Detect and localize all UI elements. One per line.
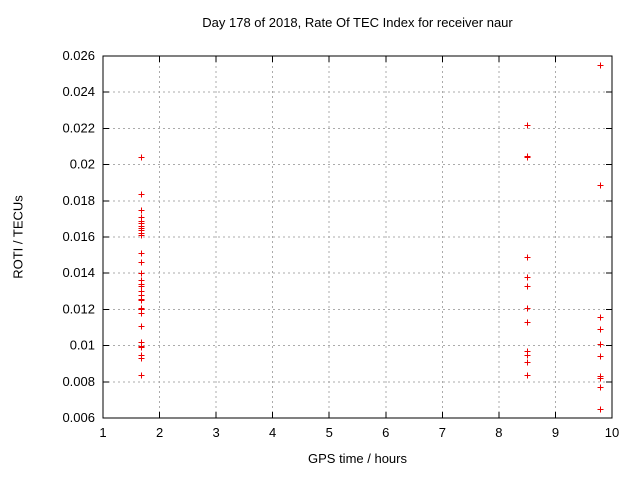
y-tick-label: 0.016 bbox=[62, 229, 95, 244]
data-point-marker bbox=[524, 122, 531, 129]
data-point-marker bbox=[138, 191, 145, 198]
data-point-marker bbox=[597, 326, 604, 333]
data-point-marker bbox=[138, 250, 145, 257]
data-point-marker bbox=[138, 207, 145, 214]
x-tick-label: 3 bbox=[212, 425, 219, 440]
data-point-marker bbox=[524, 254, 531, 261]
data-point-marker bbox=[597, 406, 604, 413]
x-tick-label: 7 bbox=[439, 425, 446, 440]
x-tick-label: 2 bbox=[156, 425, 163, 440]
data-point-marker bbox=[524, 274, 531, 281]
data-point-marker bbox=[524, 283, 531, 290]
y-tick-label: 0.024 bbox=[62, 84, 95, 99]
data-point-marker bbox=[597, 62, 604, 69]
y-tick-label: 0.014 bbox=[62, 265, 95, 280]
data-point-marker bbox=[138, 297, 145, 304]
data-point-marker bbox=[524, 305, 531, 312]
x-tick-label: 1 bbox=[99, 425, 106, 440]
x-tick-label: 10 bbox=[605, 425, 619, 440]
x-tick-label: 4 bbox=[269, 425, 276, 440]
x-tick-label: 6 bbox=[382, 425, 389, 440]
data-point-marker bbox=[597, 384, 604, 391]
y-tick-label: 0.018 bbox=[62, 193, 95, 208]
data-point-marker bbox=[597, 182, 604, 189]
x-tick-label: 5 bbox=[326, 425, 333, 440]
data-point-marker bbox=[138, 232, 145, 239]
data-point-marker bbox=[138, 323, 145, 330]
x-axis-label: GPS time / hours bbox=[308, 451, 407, 466]
y-tick-label: 0.02 bbox=[70, 157, 95, 172]
data-point-marker bbox=[138, 355, 145, 362]
data-point-marker bbox=[138, 344, 145, 351]
data-point-marker bbox=[597, 375, 604, 382]
data-point-marker bbox=[524, 372, 531, 379]
data-point-marker bbox=[524, 352, 531, 359]
y-tick-label: 0.012 bbox=[62, 301, 95, 316]
chart-title: Day 178 of 2018, Rate Of TEC Index for r… bbox=[202, 15, 513, 30]
data-point-marker bbox=[597, 341, 604, 348]
data-point-marker bbox=[524, 154, 531, 161]
data-point-marker bbox=[524, 319, 531, 326]
y-tick-label: 0.006 bbox=[62, 410, 95, 425]
y-tick-label: 0.022 bbox=[62, 120, 95, 135]
data-point-marker bbox=[597, 353, 604, 360]
x-tick-label: 9 bbox=[552, 425, 559, 440]
x-tick-label: 8 bbox=[495, 425, 502, 440]
data-point-marker bbox=[597, 314, 604, 321]
y-axis-label: ROTI / TECUs bbox=[10, 195, 26, 279]
data-point-marker bbox=[524, 359, 531, 366]
y-tick-label: 0.008 bbox=[62, 374, 95, 389]
data-point-marker bbox=[138, 259, 145, 266]
data-point-marker bbox=[138, 154, 145, 161]
data-point-marker bbox=[138, 310, 145, 317]
plot-border bbox=[102, 55, 613, 419]
data-point-marker bbox=[138, 270, 145, 277]
y-tick-label: 0.01 bbox=[70, 338, 95, 353]
y-tick-label: 0.026 bbox=[62, 48, 95, 63]
data-point-marker bbox=[138, 372, 145, 379]
